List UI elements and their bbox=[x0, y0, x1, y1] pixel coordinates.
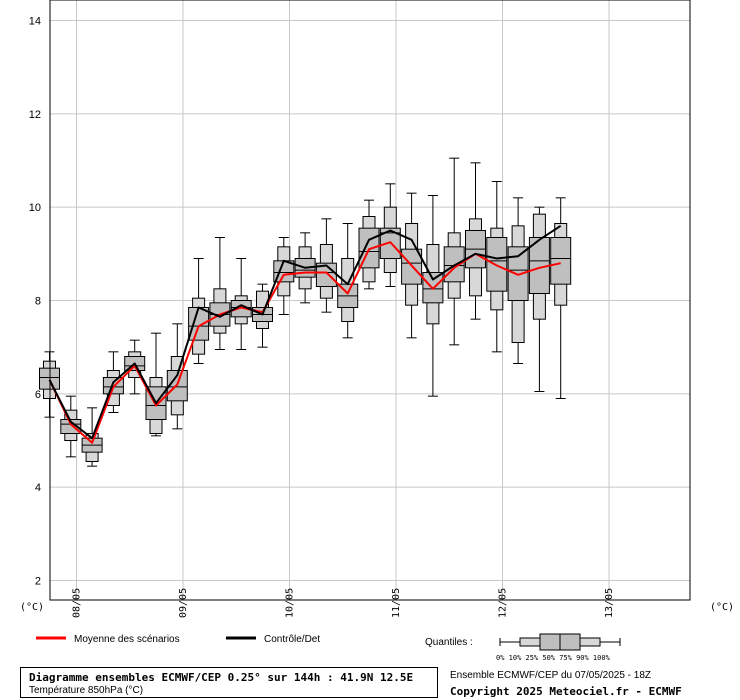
quantiles-scale: 0% 10% 25% 50% 75% 90% 100% bbox=[496, 654, 611, 662]
legend-control-label: Contrôle/Det bbox=[264, 634, 320, 645]
box-25-75 bbox=[486, 237, 508, 292]
y-tick-label: 8 bbox=[35, 296, 41, 308]
y-unit-right: (°C) bbox=[710, 602, 734, 613]
y-tick-label: 6 bbox=[35, 389, 41, 401]
boxplot-11 bbox=[273, 237, 295, 315]
x-tick-label: 08/05 bbox=[72, 588, 83, 618]
x-tick-labels: 08/05 09/05 10/05 11/05 12/05 13/05 bbox=[72, 588, 616, 618]
box-25-75 bbox=[550, 237, 572, 285]
y-tick-labels: 2 4 6 8 10 12 14 bbox=[29, 16, 41, 588]
box-25-75 bbox=[188, 307, 210, 341]
boxplot-21 bbox=[486, 181, 508, 353]
x-tick-label: 09/05 bbox=[178, 588, 189, 618]
boxplot-9 bbox=[230, 258, 252, 350]
legend-mean-label: Moyenne des scénarios bbox=[74, 634, 180, 645]
boxplot-14 bbox=[337, 223, 359, 339]
boxplot-20 bbox=[465, 162, 486, 320]
box-25-75 bbox=[60, 419, 82, 434]
chart-subtitle: Température 850hPa (°C) bbox=[29, 685, 144, 696]
y-tick-label: 2 bbox=[35, 576, 41, 588]
x-tick-label: 11/05 bbox=[391, 588, 402, 618]
y-unit-left: (°C) bbox=[20, 602, 44, 613]
quantiles-legend-box bbox=[499, 633, 621, 651]
box-25-75 bbox=[507, 246, 529, 301]
y-tick-label: 10 bbox=[29, 202, 41, 214]
run-info: Ensemble ECMWF/CEP du 07/05/2025 - 18Z bbox=[450, 670, 652, 681]
y-tick-label: 4 bbox=[35, 482, 41, 494]
y-tick-label: 14 bbox=[29, 16, 41, 28]
y-tick-label: 12 bbox=[29, 109, 41, 121]
chart-title: Diagramme ensembles ECMWF/CEP 0.25° sur … bbox=[29, 671, 414, 684]
series-control-line bbox=[48, 224, 562, 440]
copyright: Copyright 2025 Meteociel.fr - ECMWF bbox=[450, 685, 682, 698]
quantiles-label: Quantiles : bbox=[425, 637, 473, 648]
x-tick-label: 12/05 bbox=[498, 588, 509, 618]
series-lines bbox=[48, 224, 562, 444]
boxplots bbox=[39, 157, 572, 467]
x-tick-label: 13/05 bbox=[604, 588, 615, 618]
boxplot-22 bbox=[507, 197, 529, 364]
title-box: Diagramme ensembles ECMWF/CEP 0.25° sur … bbox=[20, 667, 438, 698]
plot-frame bbox=[49, 0, 691, 601]
x-tick-label: 10/05 bbox=[285, 588, 296, 618]
